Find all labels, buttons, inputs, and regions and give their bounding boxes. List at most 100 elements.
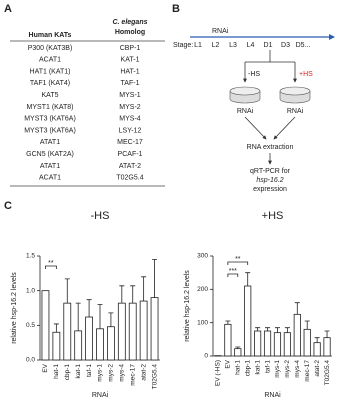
significance-bracket [227,261,249,265]
error-bar [284,327,290,333]
table-cell: GCN5 (KAT2A) [26,151,74,158]
x-tick-label: mys-1 [97,364,104,382]
x-tick-label: T02G5.4 [324,360,331,386]
error-bar [75,302,81,331]
x-tick-label: mys-2 [284,360,291,378]
x-tick-label: mys-1 [274,360,281,378]
x-tick-label: hat-1 [53,364,60,379]
y-tick-label: 0.5 [26,322,35,329]
table-cell: TAF1 (KAT4) [30,80,70,87]
y-tick-label: 1.5 [26,253,35,260]
bar [234,348,242,357]
bar [85,316,93,361]
error-bar [255,327,261,331]
table-cell: ACAT1 [39,57,61,64]
stage: D5... [296,42,311,49]
table-cell: HAT-1 [120,68,139,75]
table-cell: MYST3 (KAT6A) [24,127,76,134]
table-cell: MYST1 (KAT8) [27,104,74,111]
connector [273,116,296,140]
bar [313,342,321,357]
bar [224,323,232,357]
x-tick-label: mys-4 [294,360,301,378]
table-cell: ATAT1 [40,163,60,170]
connector [244,116,267,140]
panel-label: B [172,3,180,15]
significance-bracket [45,265,57,269]
bar [263,330,272,357]
y-axis-label: relative hsp-16.2 levels [184,270,191,342]
dish-label: RNAi [237,108,254,115]
error-bar [119,285,125,304]
x-tick-label: taf-1 [264,360,271,373]
error-bar [235,346,241,349]
table-cell: MYS-4 [119,116,141,123]
significance-bracket [227,273,239,277]
x-tick-label: mec-17 [304,360,311,382]
x-tick-label: mys-2 [108,364,115,382]
x-tick-label: cbp-1 [244,360,251,377]
arrow-label: RNAi [212,28,229,35]
y-tick-label: 300 [197,253,208,260]
error-bar [294,302,300,315]
x-tick-label: taf-1 [86,364,93,377]
error-bar [265,327,271,331]
bar [150,297,159,361]
bar [139,300,148,361]
y-tick-label: 100 [197,319,208,326]
chart-title: +HS [262,210,284,222]
y-axis-label: relative hsp-16.2 levels [11,272,18,344]
table-cell: HAT1 (KAT1) [30,68,71,75]
table-cell: LSY-12 [119,127,142,134]
x-tick-label: EV [42,363,49,372]
table-cell: TAF-1 [121,80,140,87]
table-cell: PCAF-1 [118,151,143,158]
panel-label: C [4,200,12,212]
error-bar [324,330,330,338]
x-tick-label: kat-1 [254,360,261,375]
dish-label: RNAi [287,108,304,115]
stage: L3 [229,42,237,49]
table-body: P300 (KAT3B) CBP-1 ACAT1 KAT-1 HAT1 (KAT1) HA… [24,45,144,182]
significance-label: ** [48,260,54,267]
bar [96,328,104,361]
bar [41,290,50,361]
y-tick-label: 200 [197,286,208,293]
panel-label: A [4,3,12,15]
dish [279,86,311,104]
bar [293,313,301,357]
x-tick-label: mys-4 [119,364,126,382]
x-tick-label: kat-1 [75,364,82,379]
charts: -HS relative hsp-16.2 levels RNAi 0.0 0.5 1.0… [11,210,332,399]
table-cell: ACAT1 [39,175,61,182]
error-bar [130,285,136,304]
bar [63,302,72,361]
error-bar [152,259,158,298]
error-bar [64,278,70,304]
stage: L2 [212,42,220,49]
table-header: C. elegans [112,19,147,26]
x-tick-label: atat-2 [140,364,147,381]
group-label: -HS [248,71,260,78]
step-label: qRT-PCR for [250,168,291,175]
table-cell: ATAT1 [40,139,60,146]
table-cell: CBP-1 [120,45,141,52]
table-cell: P300 (KAT3B) [28,45,73,52]
table-cell: MYS-2 [119,104,141,111]
stage: L1 [194,42,202,49]
error-bar [304,320,310,330]
stages: L1 L2 L3 L4 D1 D3 D5... [194,42,310,49]
table-cell: KAT-1 [121,57,140,64]
y-tick-label: 1.0 [26,287,35,294]
stage: D1 [264,42,273,49]
bar [244,285,252,357]
table-header: Homolog [115,29,145,36]
error-bar [245,272,251,286]
significance-label: *** [229,268,237,275]
bar [74,330,83,361]
table-header: Human KATs [29,32,72,39]
x-tick-label: cbp-1 [64,364,71,381]
table-cell: MYS-1 [119,92,141,99]
chart-title: -HS [91,210,110,222]
